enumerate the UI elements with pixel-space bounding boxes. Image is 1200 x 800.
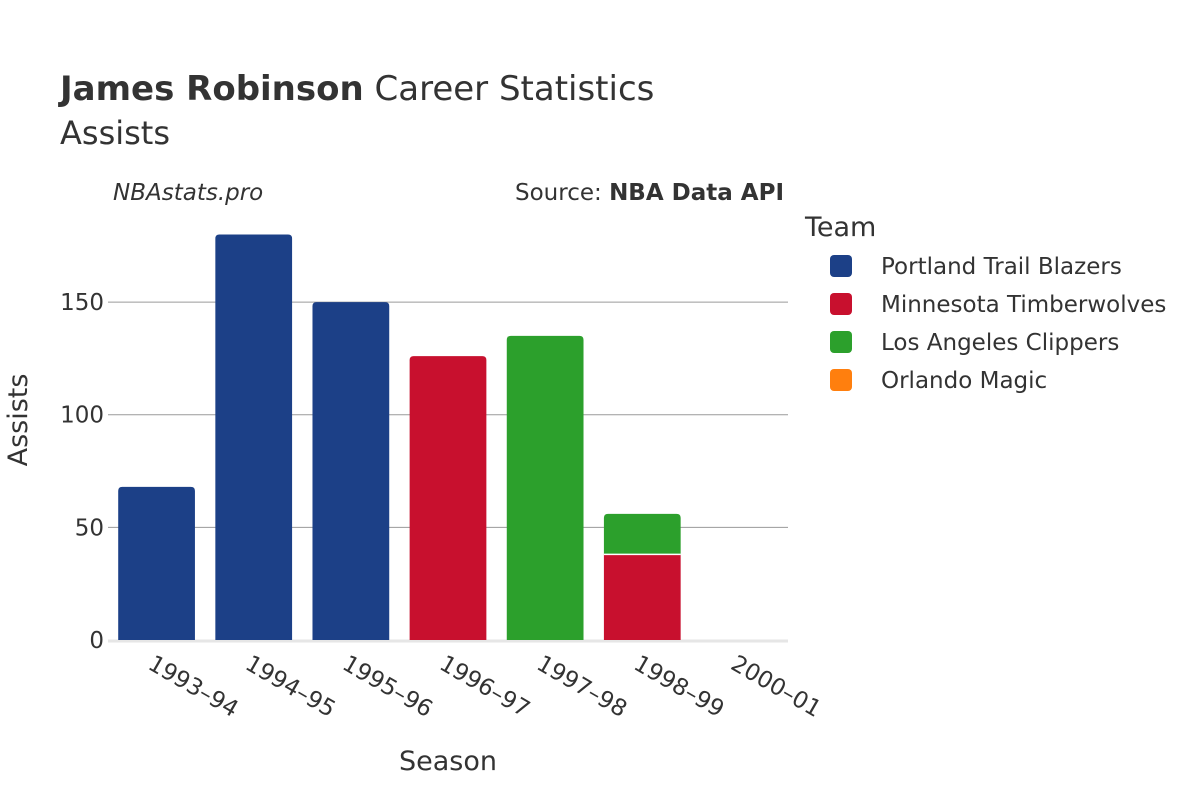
chart-subtitle: Assists (60, 114, 170, 152)
source-name: NBA Data API (609, 180, 784, 206)
legend-item-label[interactable]: Orlando Magic (881, 368, 1047, 394)
legend-title: Team (804, 212, 876, 243)
bar-portland-trail-blazers[interactable] (215, 234, 293, 641)
bar-los-angeles-clippers[interactable] (506, 335, 584, 640)
y-tick-label: 50 (75, 515, 104, 541)
x-tick-label: 1995–96 (338, 651, 437, 723)
x-tick-label: 1997–98 (532, 651, 631, 723)
legend[interactable]: Portland Trail Blazers Minnesota Timberwo… (830, 254, 1166, 394)
legend-swatch[interactable] (830, 255, 852, 277)
title-player-name: James Robinson (58, 69, 364, 109)
bars (118, 234, 681, 641)
x-axis-title: Season (399, 746, 497, 777)
x-tick-label: 1993–94 (144, 651, 243, 723)
chart-title: James Robinson Career Statistics (58, 69, 654, 109)
y-axis-title: Assists (3, 374, 34, 467)
legend-item-label[interactable]: Los Angeles Clippers (881, 330, 1119, 356)
x-tick-labels: 1993–941994–951995–961996–971997–981998–… (144, 651, 826, 723)
bar-minnesota-timberwolves[interactable] (603, 554, 681, 640)
watermark: NBAstats.pro (113, 180, 263, 206)
bar-portland-trail-blazers[interactable] (118, 486, 195, 640)
y-tick-label: 0 (89, 628, 104, 654)
legend-swatch[interactable] (830, 331, 852, 353)
source-prefix: Source: (515, 180, 609, 206)
legend-swatch[interactable] (830, 369, 852, 391)
legend-swatch[interactable] (830, 293, 852, 315)
title-rest: Career Statistics (364, 69, 655, 109)
bar-minnesota-timberwolves[interactable] (409, 356, 487, 640)
x-tick-label: 1996–97 (435, 651, 534, 723)
source-credit: Source: NBA Data API (515, 180, 784, 206)
x-tick-label: 2000–01 (726, 651, 825, 723)
bar-portland-trail-blazers[interactable] (312, 302, 390, 640)
y-tick-label: 150 (60, 290, 104, 316)
y-tick-labels: 0 50 100 150 (60, 290, 104, 654)
x-tick-label: 1998–99 (629, 651, 728, 723)
legend-item-label[interactable]: Portland Trail Blazers (881, 254, 1122, 280)
bar-los-angeles-clippers[interactable] (603, 513, 681, 555)
y-tick-label: 100 (60, 403, 104, 429)
x-tick-label: 1994–95 (241, 651, 340, 723)
legend-item-label[interactable]: Minnesota Timberwolves (881, 292, 1166, 318)
